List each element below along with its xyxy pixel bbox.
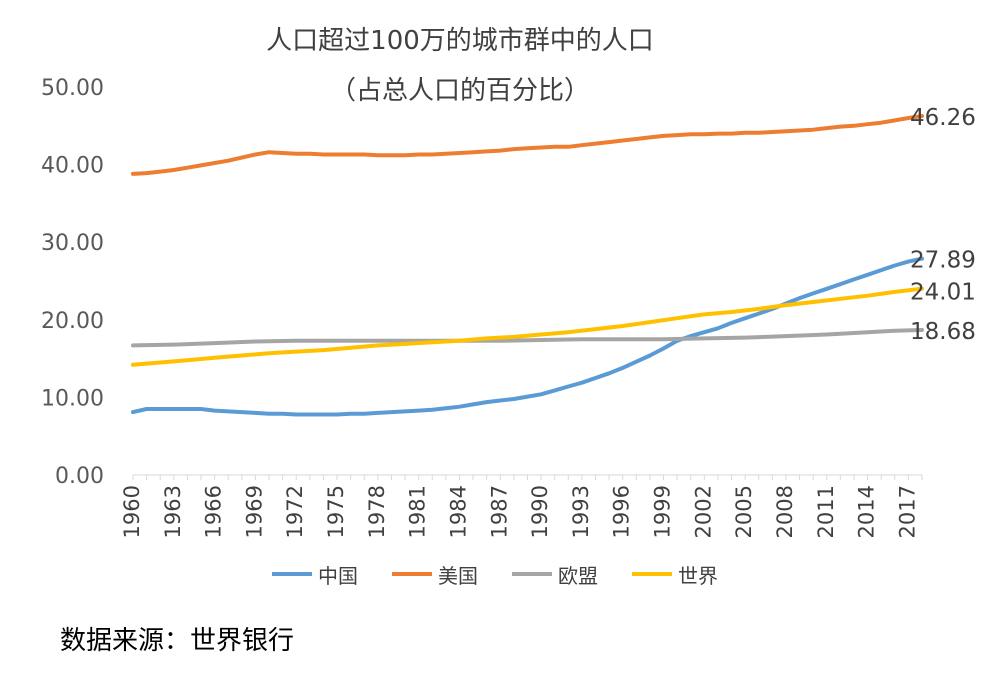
end-value-label: 18.68: [910, 319, 976, 345]
legend-label: 中国: [318, 563, 358, 588]
legend-swatch: [512, 572, 552, 576]
legend: 中国 美国 欧盟 世界: [0, 559, 1007, 589]
x-tick-label: 2014: [855, 485, 879, 538]
y-tick-label: 40.00: [41, 154, 104, 179]
x-tick-label: 1978: [365, 485, 389, 538]
series-line-2: [131, 328, 924, 348]
end-value-label: 46.26: [910, 105, 976, 131]
end-value-label: 27.89: [910, 248, 976, 274]
x-tick-label: 1963: [161, 485, 185, 538]
x-axis: 1960 1963 1966 1969 1972 1975 1978 1981 1984 1987…: [120, 474, 923, 538]
x-tick-label: 1999: [651, 485, 675, 538]
x-tick-label: 1972: [283, 485, 307, 538]
x-tick-label: 2017: [895, 485, 919, 538]
chart-title: 人口超过100万的城市群中的人口: [266, 26, 654, 56]
y-tick-label: 20.00: [41, 309, 104, 334]
x-tick-label: 1987: [487, 485, 511, 538]
legend-swatch: [392, 572, 432, 576]
y-tick-label: 30.00: [41, 231, 104, 256]
x-tick-label: 1969: [242, 485, 266, 538]
x-tick-label: 1990: [528, 485, 552, 538]
x-tick-label: 1975: [324, 485, 348, 538]
end-labels: 27.89 46.26 18.68 24.01: [910, 105, 976, 345]
x-tick-label: 1984: [446, 485, 470, 538]
x-tick-label: 1960: [120, 485, 144, 538]
legend-label: 美国: [438, 563, 478, 588]
y-axis: 0.00 10.00 20.00 30.00 40.00 50.00: [41, 76, 104, 489]
legend-item: 欧盟: [512, 559, 598, 589]
x-tick-label: 1981: [406, 485, 430, 538]
legend-label: 欧盟: [558, 563, 598, 588]
chart-subtitle: （占总人口的百分比）: [329, 76, 590, 106]
legend-item: 中国: [272, 559, 358, 589]
legend-item: 世界: [632, 559, 718, 589]
x-tick-label: 2002: [691, 485, 715, 538]
x-tick-label: 1966: [202, 485, 226, 538]
legend-label: 世界: [678, 563, 718, 588]
series-line-3: [131, 286, 924, 367]
source-note: 数据来源：世界银行: [60, 626, 295, 656]
series-line-0: [131, 256, 924, 417]
x-tick-label: 2011: [814, 485, 838, 538]
legend-swatch: [272, 572, 312, 576]
series-line-1: [131, 114, 924, 176]
x-tick-label: 1993: [569, 485, 593, 538]
x-tick-label: 2008: [773, 485, 797, 538]
legend-item: 美国: [392, 559, 478, 589]
y-tick-label: 50.00: [41, 76, 104, 101]
legend-swatch: [632, 572, 672, 576]
x-tick-label: 2005: [732, 485, 756, 538]
y-tick-label: 0.00: [55, 464, 104, 489]
series-lines: [131, 114, 924, 417]
x-tick-label: 1996: [610, 485, 634, 538]
y-tick-label: 10.00: [41, 386, 104, 411]
end-value-label: 24.01: [910, 280, 976, 306]
